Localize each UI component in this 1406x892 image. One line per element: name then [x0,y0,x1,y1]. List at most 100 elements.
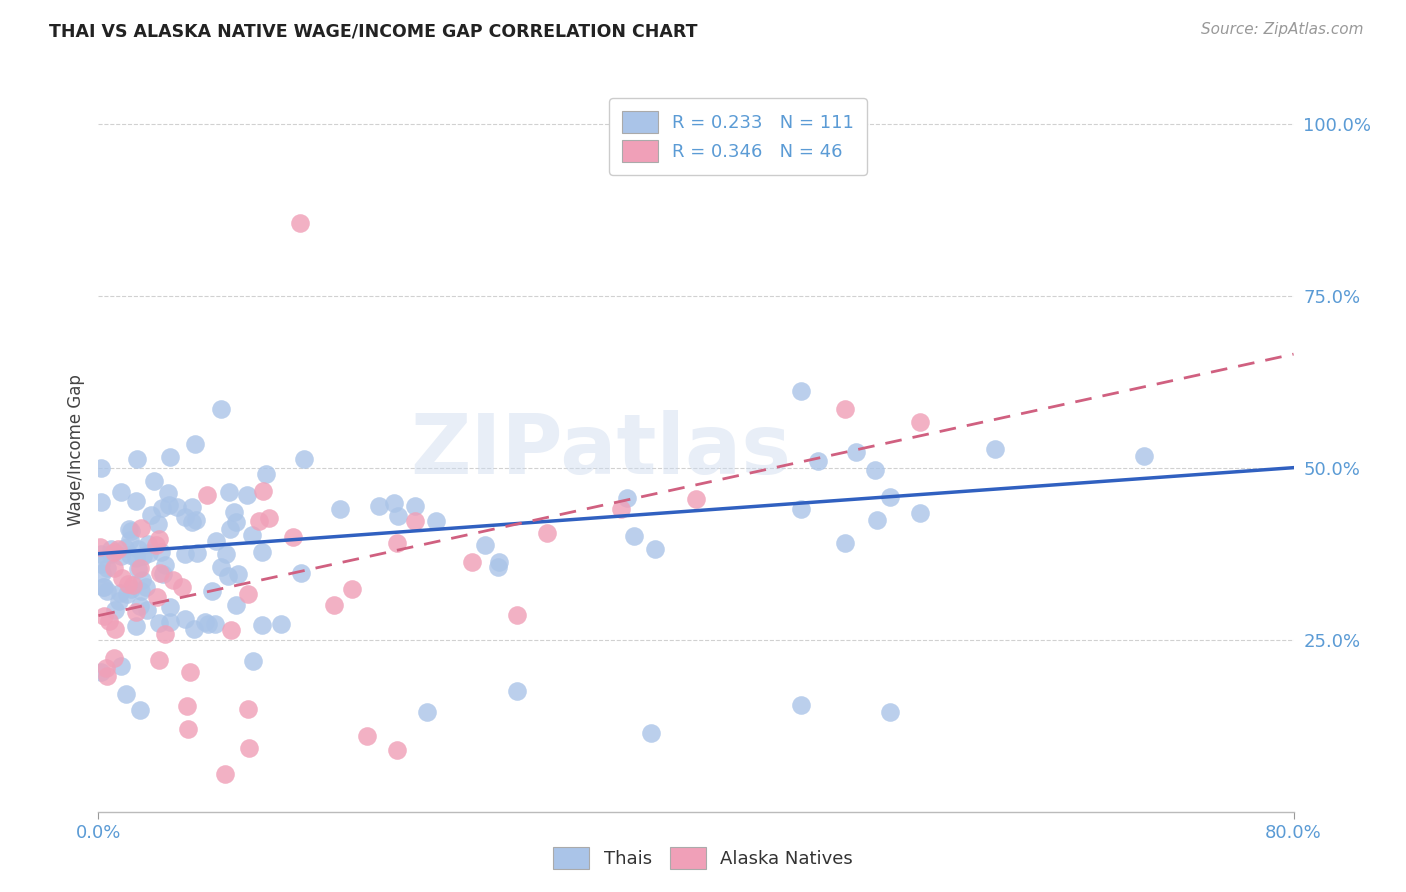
Point [685,491,707,506]
Point [236,488,259,502]
Point [149,566,172,580]
Text: Source: ZipAtlas.com: Source: ZipAtlas.com [1201,22,1364,37]
Point [127,451,149,466]
Point [984,442,1007,456]
Point [240,528,263,542]
Point [120,582,142,597]
Point [218,485,240,500]
Point [644,541,666,556]
Point [139,508,162,522]
Point [117,577,139,591]
Point [257,511,280,525]
Point [209,401,232,416]
Point [89,541,111,555]
Point [146,517,169,532]
Point [128,703,150,717]
Point [236,587,259,601]
Point [159,450,181,464]
Point [129,599,152,613]
Point [131,573,153,587]
Point [225,515,247,529]
Point [183,622,205,636]
Point [228,567,250,582]
Point [107,541,129,556]
Point [152,567,174,582]
Point [93,608,115,623]
Point [104,603,127,617]
Point [174,510,197,524]
Point [118,522,141,536]
Point [110,549,132,564]
Y-axis label: Wage/Income Gap: Wage/Income Gap [66,375,84,526]
Point [96,669,118,683]
Point [127,541,149,556]
Point [342,582,364,597]
Point [125,605,148,619]
Point [138,545,160,559]
Point [616,491,638,505]
Point [222,505,245,519]
Point [103,561,125,575]
Point [186,546,208,560]
Point [623,529,645,543]
Point [145,538,167,552]
Point [110,659,132,673]
Point [176,698,198,713]
Point [162,574,184,588]
Point [252,617,274,632]
Point [120,524,142,538]
Point [219,522,242,536]
Point [91,580,114,594]
Point [120,533,142,547]
Point [242,654,264,668]
Point [90,460,112,475]
Point [100,542,122,557]
Point [181,515,204,529]
Point [908,415,931,429]
Point [368,499,391,513]
Point [247,514,270,528]
Point [610,501,633,516]
Point [90,665,112,679]
Point [807,454,830,468]
Point [98,615,121,629]
Point [173,612,195,626]
Point [238,741,260,756]
Point [148,653,170,667]
Point [136,537,159,551]
Point [150,545,173,559]
Point [845,445,868,459]
Point [127,562,149,576]
Point [125,493,148,508]
Point [200,584,222,599]
Point [115,687,138,701]
Point [96,584,118,599]
Point [640,725,662,739]
Text: THAI VS ALASKA NATIVE WAGE/INCOME GAP CORRELATION CHART: THAI VS ALASKA NATIVE WAGE/INCOME GAP CO… [49,22,697,40]
Point [179,665,201,679]
Point [416,705,439,719]
Point [142,474,165,488]
Point [96,561,118,575]
Point [103,544,125,558]
Point [536,525,558,540]
Point [155,626,177,640]
Point [865,463,887,477]
Point [135,580,157,594]
Point [148,533,170,547]
Point [125,619,148,633]
Point [290,566,312,581]
Point [103,622,125,636]
Point [148,616,170,631]
Point [270,617,292,632]
Point [170,580,193,594]
Point [215,547,238,561]
Point [122,578,145,592]
Point [789,384,811,398]
Point [461,555,484,569]
Point [115,587,138,601]
Point [789,501,811,516]
Point [129,521,152,535]
Point [236,701,259,715]
Point [174,548,197,562]
